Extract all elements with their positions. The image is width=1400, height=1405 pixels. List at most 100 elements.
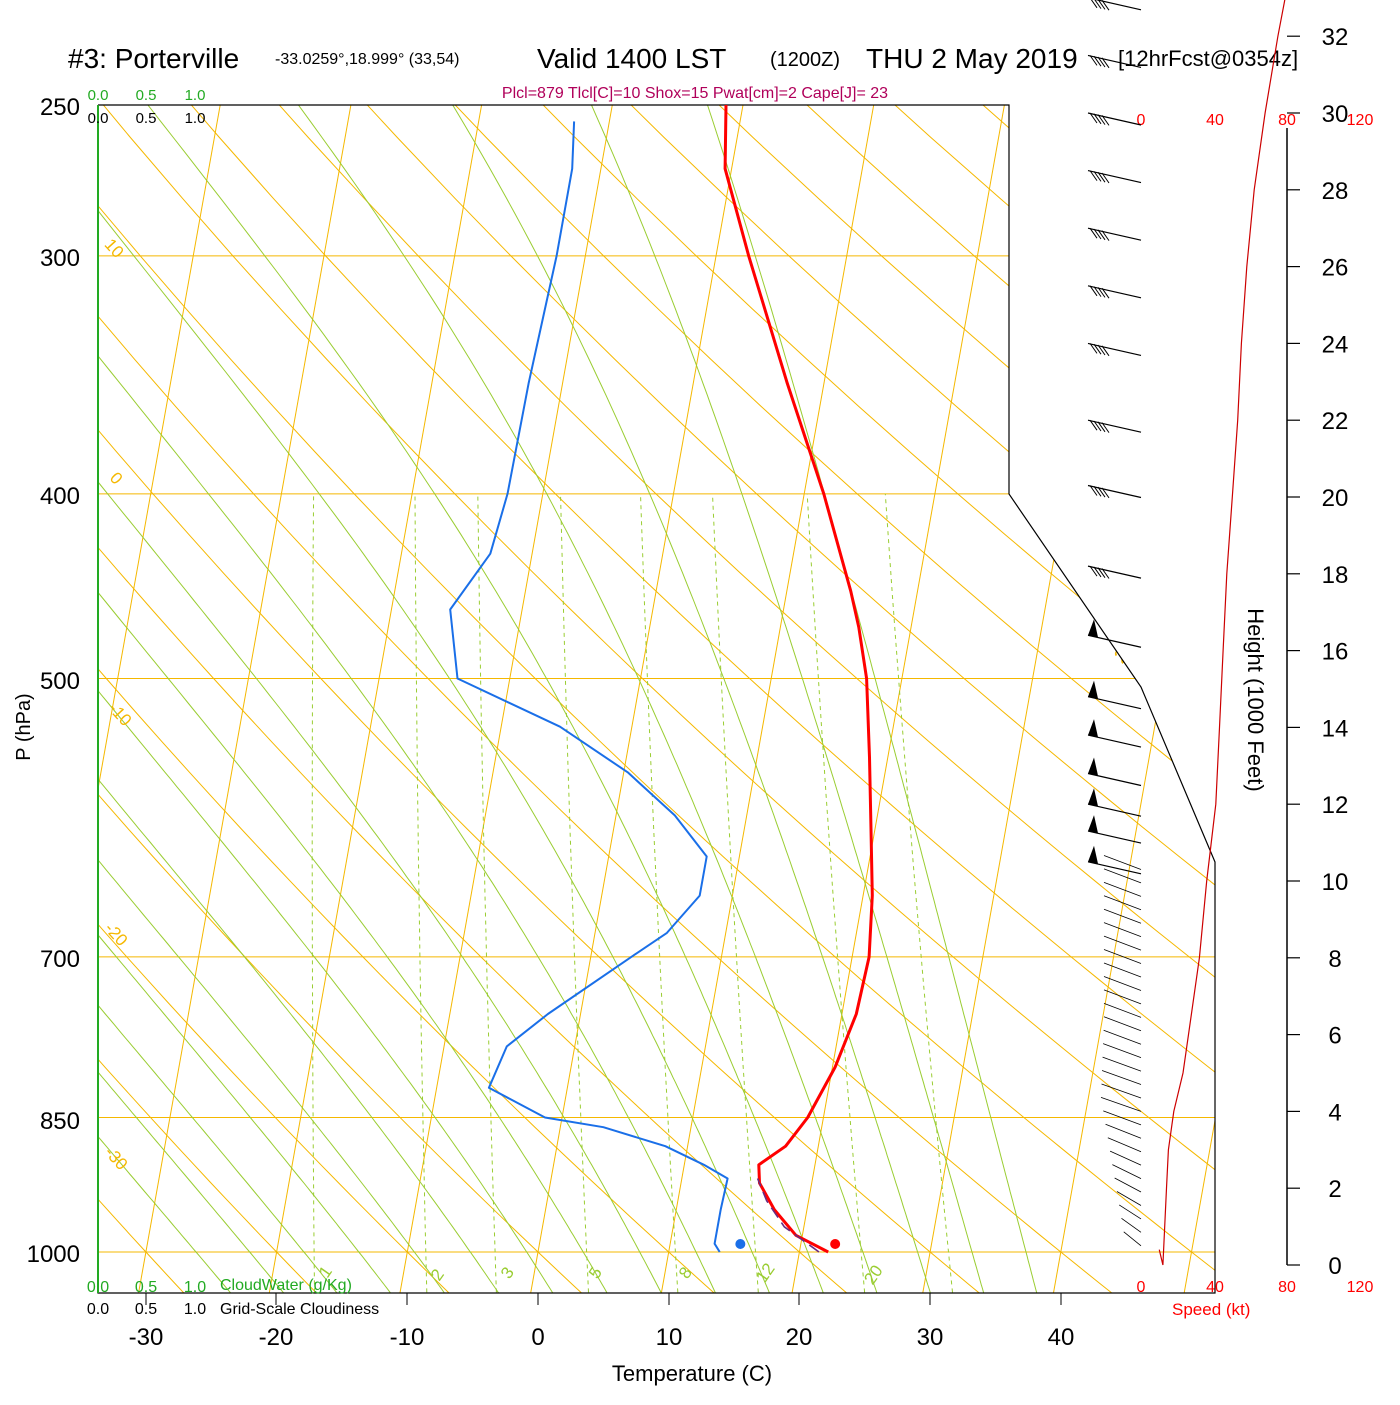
station-coords: -33.0259°,18.999° (33,54)	[275, 51, 459, 68]
isotherm-line	[263, 71, 488, 1331]
wind-barb-low	[1104, 869, 1141, 883]
pressure-axis: 250 300 400 500 700 850 1000 P (hPa)	[13, 94, 80, 1268]
mixing-ratio-label: 3	[497, 1264, 518, 1283]
wind-barb-shaft	[1088, 171, 1141, 183]
dry-adiabat-line	[684, 71, 1400, 1331]
height-tick-label: 8	[1328, 946, 1341, 973]
wind-barb-shaft	[1088, 773, 1141, 785]
dry-adiabat-line	[0, 71, 1294, 1331]
wind-barb-low	[1101, 1097, 1141, 1111]
wind-barb-low	[1103, 1057, 1141, 1071]
wind-barb-low	[1104, 1003, 1141, 1017]
isotherm-label: 10	[1040, 513, 1071, 544]
wind-barb-low	[1104, 990, 1141, 1004]
wind-barb-low	[1106, 1124, 1141, 1138]
mixing-ratio-label: 2	[427, 1266, 448, 1285]
cloudiness-tick-bottom-0: 0.0	[87, 1301, 109, 1318]
wind-barbs	[1088, 0, 1141, 1246]
wind-barb-pennant	[1088, 757, 1098, 775]
wind-barb-shaft	[1088, 831, 1141, 843]
sounding-indices: Plcl=879 Tlcl[C]=10 Shox=15 Pwat[cm]=2 C…	[502, 85, 888, 102]
wind-barb-low	[1104, 963, 1141, 977]
temp-label-10: 10	[656, 1324, 683, 1351]
wind-barb	[1088, 566, 1141, 578]
cloudiness-tick-bottom-2: 1.0	[184, 1301, 206, 1318]
pressure-tick-300: 300	[40, 245, 80, 272]
cloudwater-scale-bottom: 0.0 0.5 1.0 CloudWater (g/Kg) 0.0 0.5 1.…	[87, 1277, 379, 1318]
wind-barb-shaft	[1088, 635, 1141, 647]
dry-adiabat-line	[0, 71, 623, 1331]
wind-barb-low	[1104, 882, 1141, 896]
mixing-ratio-line	[312, 494, 314, 1293]
dry-adiabat-line	[597, 71, 1400, 1331]
wind-barb	[1088, 113, 1141, 125]
wind-barb-low	[1104, 923, 1141, 937]
cloudwater-tick-top-0: 0.0	[88, 87, 109, 104]
wind-barb	[1088, 485, 1141, 497]
height-tick-label: 0	[1328, 1253, 1341, 1280]
pressure-tick-850: 850	[40, 1108, 80, 1135]
pressure-tick-250: 250	[40, 94, 80, 121]
dry-adiabat-label: -20	[101, 919, 132, 950]
isotherm-line	[132, 71, 357, 1331]
height-tick-label: 30	[1322, 101, 1349, 128]
isotherm-label: 30	[1180, 758, 1211, 789]
height-tick-label: 12	[1322, 792, 1349, 819]
moist-adiabat-line	[0, 105, 681, 1331]
wind-barb-low	[1121, 1218, 1141, 1232]
temp-label-30: 30	[917, 1324, 944, 1351]
pressure-tick-500: 500	[40, 668, 80, 695]
wind-barb-shaft	[1088, 420, 1141, 432]
temp-label-m30: -30	[129, 1324, 164, 1351]
wind-barb	[1088, 171, 1141, 183]
speed-axis-label: Speed (kt)	[1172, 1300, 1250, 1319]
y-axis-label: P (hPa)	[13, 693, 35, 760]
height-tick-label: 18	[1322, 562, 1349, 589]
wind-barb-low	[1104, 909, 1141, 923]
height-tick-label: 28	[1322, 178, 1349, 205]
wind-barb	[1088, 420, 1141, 432]
moist-adiabat-line	[0, 105, 629, 1331]
height-tick-label: 32	[1322, 24, 1349, 51]
plot-frame	[98, 105, 1215, 1293]
height-tick-label: 16	[1322, 639, 1349, 666]
wind-barb-low	[1124, 1232, 1141, 1246]
x-axis-label: Temperature (C)	[612, 1361, 772, 1386]
height-tick-label: 10	[1322, 869, 1349, 896]
dry-adiabat-line	[0, 71, 891, 1331]
wind-barb-shaft	[1088, 862, 1141, 874]
mixing-ratio-line	[478, 494, 497, 1293]
height-tick-label: 26	[1322, 255, 1349, 282]
mixing-ratio-label: 5	[585, 1264, 606, 1283]
cloudiness-label: Grid-Scale Cloudiness	[220, 1301, 379, 1318]
moist-adiabat-line	[298, 105, 890, 1331]
height-tick-label: 6	[1328, 1023, 1341, 1050]
wind-barb	[1088, 343, 1141, 355]
dry-adiabat-label: 0	[106, 468, 126, 488]
speed-tick-top-80: 80	[1278, 112, 1296, 129]
moist-adiabat-line	[0, 105, 472, 1331]
wind-barb	[1088, 757, 1141, 785]
temp-label-0: 0	[531, 1324, 544, 1351]
station-title: #3: Porterville	[68, 43, 239, 74]
wind-barb-pennant	[1088, 681, 1098, 699]
wind-barb	[1088, 619, 1141, 647]
wind-barb-low	[1108, 1138, 1141, 1152]
grid-lines	[0, 71, 1400, 1331]
height-tick-label: 22	[1322, 408, 1349, 435]
mixing-ratio-line	[641, 494, 678, 1293]
zulu-time: (1200Z)	[770, 49, 840, 71]
wind-barb-low	[1103, 1044, 1141, 1058]
temp-label-m20: -20	[259, 1324, 294, 1351]
speed-tick-bottom-0: 0	[1137, 1279, 1146, 1296]
cloudiness-tick-top-1: 0.5	[136, 110, 157, 127]
wind-barb-pennant	[1088, 846, 1098, 864]
wind-barb	[1088, 719, 1141, 747]
dry-adiabat-label: -30	[101, 1143, 132, 1174]
dewpoint-line	[450, 121, 727, 1252]
cloudwater-tick-top-1: 0.5	[136, 87, 157, 104]
wind-barb	[1088, 681, 1141, 709]
cloudiness-tick-top-0: 0.0	[88, 110, 109, 127]
